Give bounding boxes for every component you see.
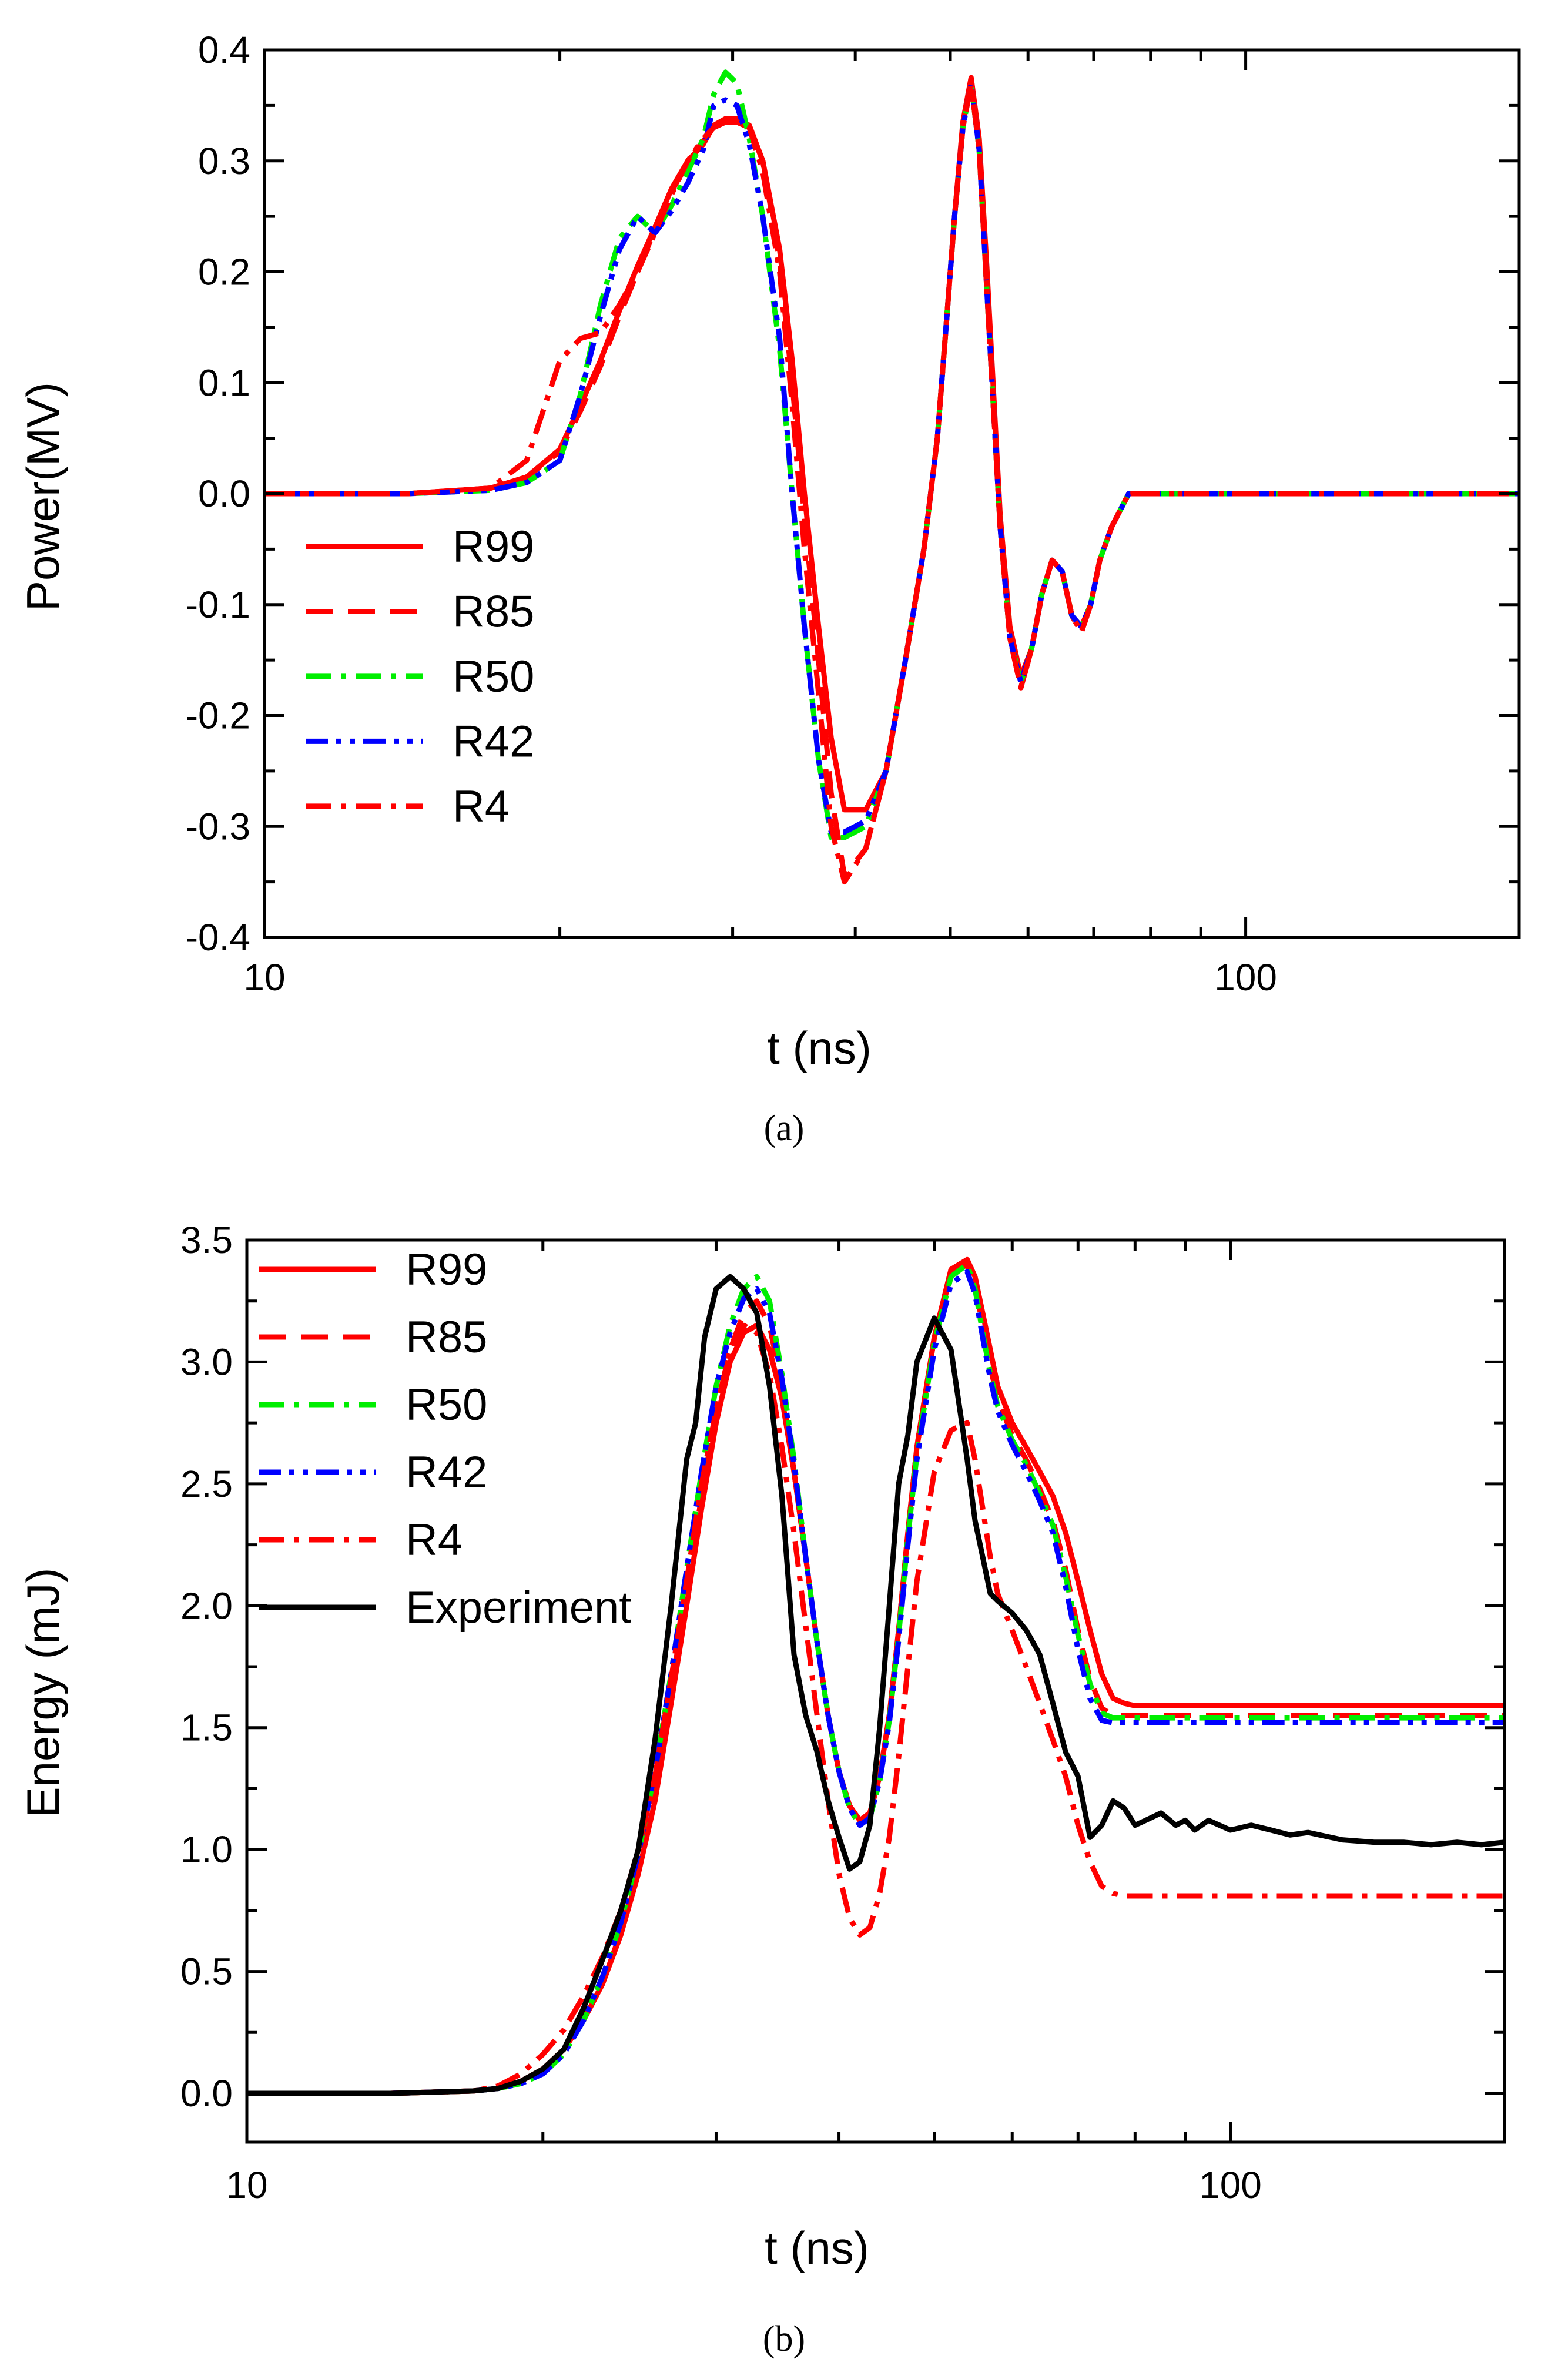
y-tick-label: -0.1 bbox=[186, 584, 250, 626]
legend-label-r4: R4 bbox=[406, 1515, 463, 1565]
y-axis-title-a: Power(MV) bbox=[17, 382, 69, 611]
y-tick-label: 0.0 bbox=[198, 473, 250, 515]
legend-label-r99: R99 bbox=[453, 522, 534, 572]
series-line-r50 bbox=[264, 69, 1519, 840]
legend-b: R99 R85 R50 R42 R4 Experiment bbox=[259, 1245, 631, 1633]
x-tick-label: 10 bbox=[226, 2164, 267, 2206]
y-tick-label: 3.0 bbox=[180, 1341, 233, 1383]
y-tick-label: 1.5 bbox=[180, 1707, 233, 1749]
series-line-r4 bbox=[264, 81, 1519, 885]
legend-a: R99 R85 R50 R42 R4 bbox=[306, 522, 534, 832]
y-tick-label: 0.2 bbox=[198, 251, 250, 293]
series-layer-b bbox=[247, 1256, 1505, 2096]
y-tick-label: 0.0 bbox=[180, 2072, 233, 2115]
x-tick-label: 100 bbox=[1199, 2164, 1262, 2206]
legend-label-r42: R42 bbox=[453, 716, 534, 766]
y-tick-label: 0.3 bbox=[198, 140, 250, 182]
caption-b: (b) bbox=[763, 2319, 805, 2359]
y-tick-label: 0.1 bbox=[198, 361, 250, 404]
y-tick-label: -0.3 bbox=[186, 805, 250, 847]
plot-frame-b bbox=[245, 1238, 1506, 2144]
caption-a: (a) bbox=[764, 1108, 805, 1148]
x-axis-title-b: t (ns) bbox=[765, 2222, 869, 2274]
y-tick-label: 1.0 bbox=[180, 1828, 233, 1871]
chart-panel-a: -0.4 -0.3 -0.2 -0.1 0.0 0.1 0.2 0.3 0.4 10 100 R99… bbox=[17, 29, 1521, 1148]
legend-label-r99: R99 bbox=[406, 1245, 487, 1295]
series-line-experiment bbox=[247, 1274, 1505, 2096]
ticks-b: 0.0 0.5 1.0 1.5 2.0 2.5 3.0 3.5 10 100 bbox=[180, 1219, 1505, 2206]
legend-label-r50: R50 bbox=[406, 1380, 487, 1430]
x-tick-label: 10 bbox=[243, 956, 285, 998]
x-tick-label: 100 bbox=[1214, 956, 1277, 998]
y-tick-label: 2.5 bbox=[180, 1463, 233, 1505]
legend-label-experiment: Experiment bbox=[406, 1583, 631, 1633]
y-tick-label: 3.5 bbox=[180, 1219, 233, 1261]
legend-label-r85: R85 bbox=[453, 587, 534, 636]
legend-label-r42: R42 bbox=[406, 1447, 487, 1497]
y-axis-title-b: Energy (mJ) bbox=[17, 1568, 69, 1818]
legend-label-r85: R85 bbox=[406, 1312, 487, 1362]
legend-label-r4: R4 bbox=[453, 782, 510, 832]
series-layer-a bbox=[264, 69, 1519, 885]
legend-label-r50: R50 bbox=[453, 652, 534, 702]
y-tick-label: 2.0 bbox=[180, 1584, 233, 1627]
y-tick-label: 0.4 bbox=[198, 29, 250, 71]
y-tick-label: -0.2 bbox=[186, 695, 250, 737]
ticks-a: -0.4 -0.3 -0.2 -0.1 0.0 0.1 0.2 0.3 0.4 10 100 bbox=[186, 29, 1519, 998]
y-tick-label: 0.5 bbox=[180, 1951, 233, 1993]
chart-panel-b: 0.00.51.01.52.02.53.03.510 100 R99R85R50R… bbox=[17, 1219, 1506, 2359]
x-axis-title-a: t (ns) bbox=[767, 1022, 872, 1074]
y-tick-label: -0.4 bbox=[186, 916, 250, 959]
